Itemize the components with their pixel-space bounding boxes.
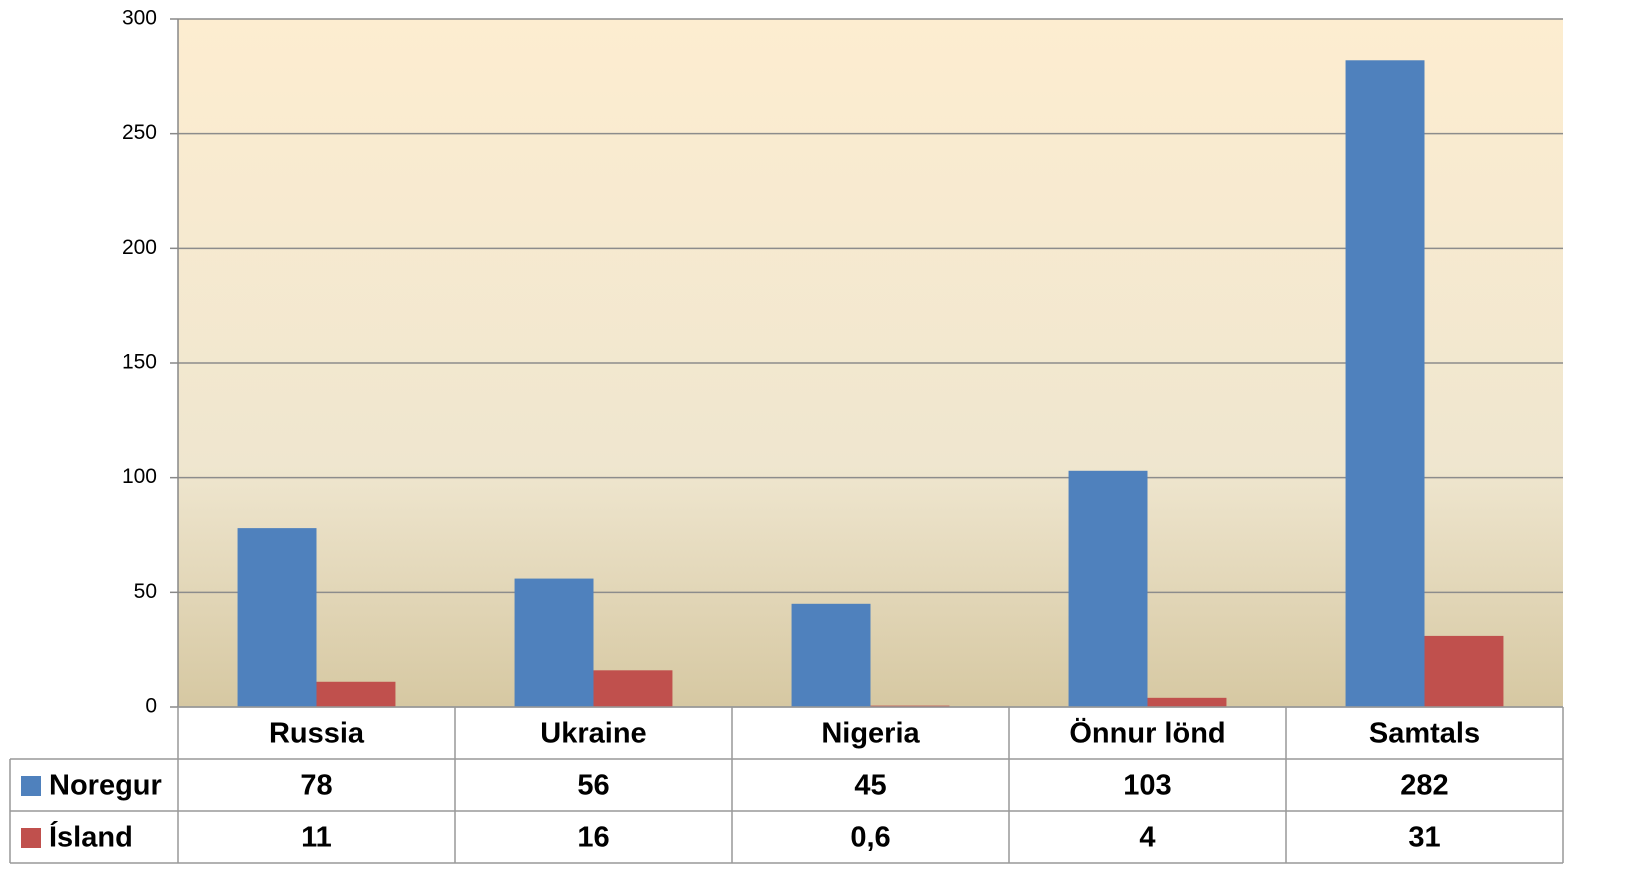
data-label: 31 xyxy=(1408,822,1440,854)
legend-label: Ísland xyxy=(49,820,133,854)
legend-swatch xyxy=(21,828,41,848)
x-tick-label: Önnur lönd xyxy=(1069,717,1225,750)
data-label: 56 xyxy=(577,770,609,802)
y-tick-label: 300 xyxy=(122,7,157,30)
bar xyxy=(1345,60,1425,707)
bar xyxy=(1068,470,1148,707)
data-label: 78 xyxy=(300,770,332,802)
data-label: 11 xyxy=(301,822,332,854)
data-label: 16 xyxy=(577,822,609,854)
x-tick-label: Nigeria xyxy=(821,718,920,750)
data-label: 0,6 xyxy=(850,822,890,854)
data-label: 4 xyxy=(1139,822,1155,854)
bar xyxy=(1424,635,1504,707)
bar xyxy=(514,578,594,707)
bar xyxy=(593,670,673,707)
y-tick-label: 50 xyxy=(134,580,157,603)
data-label: 45 xyxy=(854,770,886,802)
data-label: 103 xyxy=(1123,770,1171,802)
bar xyxy=(316,681,396,707)
bar xyxy=(237,528,317,707)
bar xyxy=(791,603,871,707)
x-tick-label: Samtals xyxy=(1369,718,1480,750)
legend-label: Noregur xyxy=(49,770,162,802)
legend-swatch xyxy=(21,776,41,796)
y-tick-label: 0 xyxy=(145,695,157,718)
y-tick-label: 200 xyxy=(122,236,157,259)
x-tick-label: Russia xyxy=(269,718,365,750)
bar xyxy=(1147,697,1227,707)
y-tick-label: 250 xyxy=(122,121,157,144)
y-tick-label: 150 xyxy=(122,351,157,374)
y-tick-label: 100 xyxy=(122,465,157,488)
x-tick-label: Ukraine xyxy=(540,718,646,750)
data-label: 282 xyxy=(1400,770,1448,802)
